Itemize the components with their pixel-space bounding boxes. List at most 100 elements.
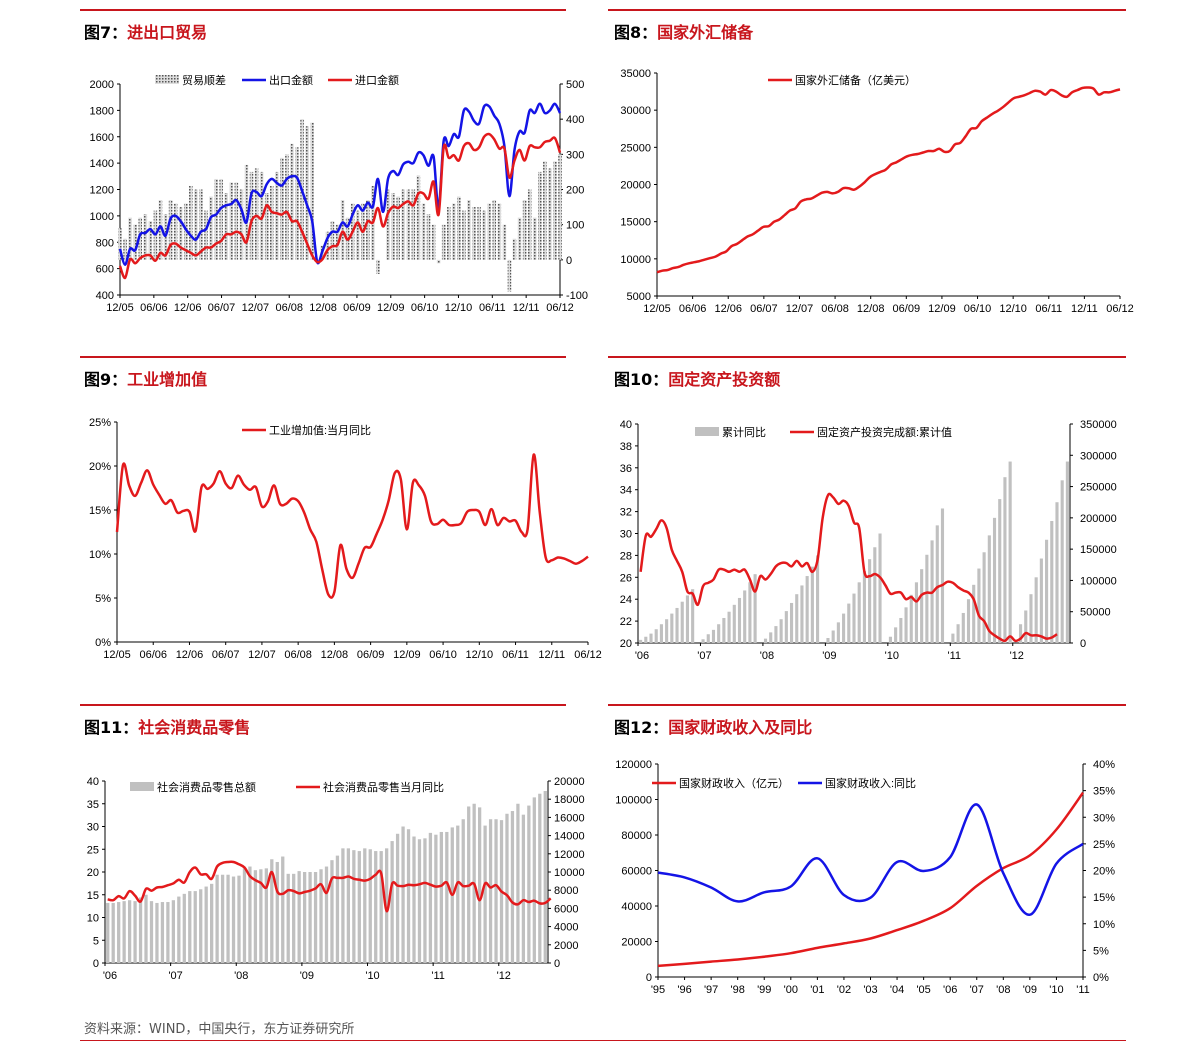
fai-bar	[732, 604, 736, 643]
y-tick-label: 32	[620, 507, 632, 519]
retail-bar	[456, 825, 460, 963]
retail-bar	[477, 807, 482, 963]
panel-title-fig9: 图9：工业增加值	[84, 370, 208, 389]
y-tick-label: 12000	[554, 849, 585, 861]
y-tick-label: 300000	[1080, 450, 1117, 462]
fai-bar	[977, 568, 981, 643]
retail-bar	[527, 805, 531, 963]
surplus-bar	[239, 189, 244, 260]
surplus-bar	[123, 238, 127, 260]
fai-bar	[868, 559, 872, 643]
retail-bar	[488, 819, 493, 963]
surplus-bar	[376, 259, 380, 274]
retail-bar	[412, 836, 416, 963]
surplus-bar	[148, 221, 153, 260]
surplus-bar	[173, 203, 178, 260]
revenue-yoy-line	[657, 803, 1084, 916]
surplus-bar	[538, 171, 542, 260]
chart-fig9: 25% 20% 15% 10% 5% 0%12/05 06/06 12/06 06/07 12/0…	[89, 417, 602, 661]
retail-bar	[149, 901, 154, 963]
legend-surplus-swatch	[155, 75, 179, 84]
retail-bar	[122, 901, 126, 963]
fai-bar	[1065, 461, 1069, 643]
surplus-bar	[366, 200, 370, 260]
fai-bar	[753, 574, 757, 643]
fai-bar	[1055, 502, 1059, 643]
surplus-bar	[194, 189, 198, 260]
fai-bar	[899, 617, 903, 643]
x-tick-label: '08	[996, 984, 1010, 996]
x-tick-label: 12/10	[466, 649, 494, 661]
retail-bar	[313, 872, 318, 963]
fai-bar	[711, 629, 716, 643]
retail-bar	[341, 848, 345, 963]
x-tick-label: 12/06	[714, 303, 742, 315]
retail-bar	[395, 833, 400, 963]
fai-bar	[1045, 539, 1049, 643]
y-tick-label: 40	[87, 776, 99, 788]
y-tick-label: 10%	[89, 549, 111, 561]
y-tick-label: 1200	[90, 185, 114, 197]
x-tick-label: '11	[1076, 984, 1090, 996]
retail-bar	[231, 876, 236, 963]
x-tick-label: '09	[300, 970, 314, 982]
surplus-bar	[290, 143, 294, 260]
y-tick-label: 15	[87, 890, 99, 902]
fai-bar	[1018, 624, 1023, 643]
fai-bar	[878, 533, 882, 643]
retail-bar	[324, 866, 329, 963]
y-tick-label: -100	[566, 290, 588, 302]
retail-bar	[346, 848, 351, 963]
retail-bar	[302, 872, 307, 963]
retail-bar	[264, 868, 268, 963]
fai-bar	[774, 626, 778, 643]
fai-bar	[727, 611, 731, 643]
x-tick-label: '10	[885, 650, 899, 662]
y-tick-label: 5000	[627, 291, 651, 303]
retail-bar	[521, 814, 526, 963]
legend-retail-yoy-label: 社会消费品零售当月同比	[323, 780, 444, 794]
x-tick-label: 12/08	[309, 302, 337, 314]
legend-revenue-label: 国家财政收入（亿元）	[679, 776, 789, 790]
retail-bar	[510, 811, 515, 963]
y-tick-label: 1600	[90, 132, 114, 144]
fai-bar	[816, 555, 820, 643]
y-tick-label: 0	[554, 958, 560, 970]
y-tick-label: 10000	[620, 254, 651, 266]
retail-bar	[166, 902, 170, 963]
x-tick-label: '98	[731, 984, 745, 996]
retail-bar	[461, 819, 465, 963]
y-tick-label: 100000	[1080, 575, 1117, 587]
x-tick-label: 06/10	[411, 302, 439, 314]
x-tick-label: 06/08	[284, 649, 312, 661]
surplus-bar	[497, 203, 502, 260]
y-tick-label: 16000	[554, 812, 585, 824]
y-tick-label: 500	[566, 79, 584, 91]
surplus-bar	[224, 193, 228, 260]
x-tick-label: '07	[168, 970, 182, 982]
fai-bar	[743, 590, 747, 643]
retail-bar	[374, 851, 378, 963]
x-tick-label: '03	[863, 984, 877, 996]
retail-bar	[330, 860, 334, 963]
retail-bar	[237, 875, 241, 963]
x-tick-label: '07	[697, 650, 711, 662]
fai-bar	[1050, 520, 1054, 643]
fai-bar	[935, 525, 939, 643]
retail-bar	[385, 848, 389, 963]
fai-bar	[737, 597, 742, 643]
retail-bar	[483, 825, 487, 963]
export-line	[118, 102, 562, 266]
x-tick-label: 12/07	[786, 303, 814, 315]
fai-bar	[722, 617, 726, 643]
surplus-bar	[118, 228, 122, 260]
x-tick-label: 06/10	[429, 649, 457, 661]
y-tick-label: 10000	[554, 867, 585, 879]
x-tick-label: '11	[431, 970, 445, 982]
x-tick-label: '01	[810, 984, 824, 996]
fai-bar	[998, 499, 1002, 643]
y-tick-label: 20	[620, 638, 632, 650]
fai-bar	[701, 639, 705, 643]
y-tick-label: 120000	[615, 759, 652, 771]
